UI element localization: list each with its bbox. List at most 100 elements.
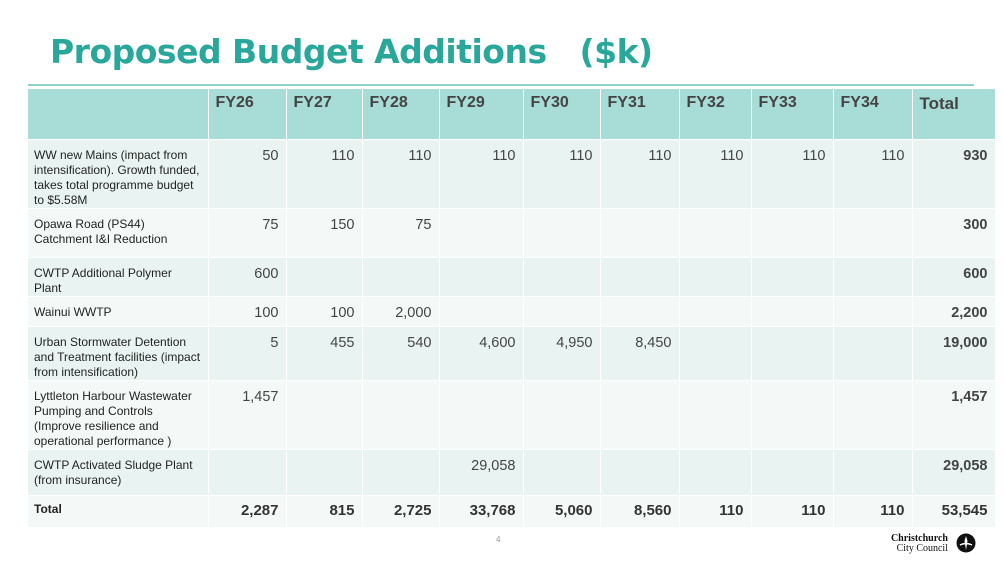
row-label: Urban Stormwater Detention and Treatment… <box>28 326 209 381</box>
value-cell: 455 <box>286 326 363 381</box>
value-cell <box>679 257 752 297</box>
row-total-cell: 300 <box>912 208 996 258</box>
page-title: Proposed Budget Additions ($k) <box>50 32 653 71</box>
value-cell: 110 <box>362 139 440 209</box>
table-header-row: FY26 FY27 FY28 FY29 FY30 FY31 FY32 FY33 … <box>28 89 996 140</box>
value-cell <box>751 257 834 297</box>
row-label: WW new Mains (impact from intensificatio… <box>28 139 209 209</box>
total-value-cell: 815 <box>286 495 363 528</box>
value-cell: 75 <box>208 208 287 258</box>
value-cell <box>679 326 752 381</box>
total-value-cell: 110 <box>751 495 834 528</box>
value-cell: 110 <box>679 139 752 209</box>
value-cell <box>751 326 834 381</box>
row-label: Wainui WWTP <box>28 296 209 327</box>
value-cell: 150 <box>286 208 363 258</box>
value-cell <box>833 257 913 297</box>
total-value-cell: 2,287 <box>208 495 287 528</box>
header-cell: FY31 <box>600 89 680 140</box>
council-logo: Christchurch City Council <box>891 532 980 556</box>
value-cell: 110 <box>833 139 913 209</box>
value-cell: 110 <box>439 139 524 209</box>
christchurch-council-emblem-icon <box>956 533 976 553</box>
value-cell: 100 <box>286 296 363 327</box>
value-cell: 100 <box>208 296 287 327</box>
value-cell: 8,450 <box>600 326 680 381</box>
total-value-cell: 110 <box>679 495 752 528</box>
value-cell <box>523 449 601 496</box>
value-cell: 4,950 <box>523 326 601 381</box>
value-cell <box>523 296 601 327</box>
logo-line-2: City Council <box>896 543 948 554</box>
value-cell <box>679 449 752 496</box>
value-cell <box>679 208 752 258</box>
total-label: Total <box>28 495 209 528</box>
value-cell: 29,058 <box>439 449 524 496</box>
value-cell <box>286 257 363 297</box>
value-cell <box>833 326 913 381</box>
header-cell: FY30 <box>523 89 601 140</box>
value-cell <box>679 296 752 327</box>
total-value-cell: 110 <box>833 495 913 528</box>
value-cell <box>833 449 913 496</box>
table-row: WW new Mains (impact from intensificatio… <box>28 139 996 209</box>
header-cell: FY32 <box>679 89 752 140</box>
table-row: CWTP Additional Polymer Plant 600 600 <box>28 257 996 297</box>
row-label: Opawa Road (PS44) Catchment I&I Reductio… <box>28 208 209 258</box>
page-number: 4 <box>496 535 501 544</box>
value-cell: 110 <box>751 139 834 209</box>
total-value-cell: 33,768 <box>439 495 524 528</box>
logo-line-1: Christchurch <box>890 533 948 544</box>
value-cell <box>600 208 680 258</box>
total-value-cell: 53,545 <box>912 495 996 528</box>
value-cell <box>362 257 440 297</box>
value-cell <box>833 208 913 258</box>
value-cell <box>751 296 834 327</box>
value-cell <box>600 449 680 496</box>
table-row: Opawa Road (PS44) Catchment I&I Reductio… <box>28 208 996 258</box>
value-cell <box>523 208 601 258</box>
row-label: Lyttleton Harbour Wastewater Pumping and… <box>28 380 209 450</box>
header-cell: Total <box>912 89 996 140</box>
header-cell: FY27 <box>286 89 363 140</box>
value-cell <box>833 380 913 450</box>
value-cell <box>362 449 440 496</box>
header-cell: FY26 <box>208 89 287 140</box>
row-total-cell: 930 <box>912 139 996 209</box>
header-cell: FY29 <box>439 89 524 140</box>
value-cell <box>600 380 680 450</box>
row-total-cell: 19,000 <box>912 326 996 381</box>
header-cell: FY34 <box>833 89 913 140</box>
value-cell: 600 <box>208 257 287 297</box>
value-cell: 540 <box>362 326 440 381</box>
table-row: CWTP Activated Sludge Plant (from insura… <box>28 449 996 496</box>
table-row: Urban Stormwater Detention and Treatment… <box>28 326 996 381</box>
header-cell: FY33 <box>751 89 834 140</box>
value-cell: 1,457 <box>208 380 287 450</box>
row-total-cell: 29,058 <box>912 449 996 496</box>
row-total-cell: 2,200 <box>912 296 996 327</box>
value-cell: 110 <box>600 139 680 209</box>
value-cell <box>833 296 913 327</box>
row-label: CWTP Additional Polymer Plant <box>28 257 209 297</box>
value-cell <box>362 380 440 450</box>
header-cell <box>28 89 209 140</box>
value-cell <box>679 380 752 450</box>
header-cell: FY28 <box>362 89 440 140</box>
title-divider <box>28 84 974 86</box>
value-cell: 2,000 <box>362 296 440 327</box>
value-cell: 4,600 <box>439 326 524 381</box>
table-row: Lyttleton Harbour Wastewater Pumping and… <box>28 380 996 450</box>
row-label: CWTP Activated Sludge Plant (from insura… <box>28 449 209 496</box>
value-cell <box>523 380 601 450</box>
total-value-cell: 2,725 <box>362 495 440 528</box>
value-cell: 110 <box>523 139 601 209</box>
table-row: Wainui WWTP 100 100 2,000 2,200 <box>28 296 996 327</box>
value-cell <box>751 449 834 496</box>
value-cell <box>751 208 834 258</box>
value-cell <box>439 380 524 450</box>
total-row: Total 2,287 815 2,725 33,768 5,060 8,560 110 110… <box>28 495 996 528</box>
value-cell <box>286 449 363 496</box>
total-value-cell: 8,560 <box>600 495 680 528</box>
value-cell: 75 <box>362 208 440 258</box>
